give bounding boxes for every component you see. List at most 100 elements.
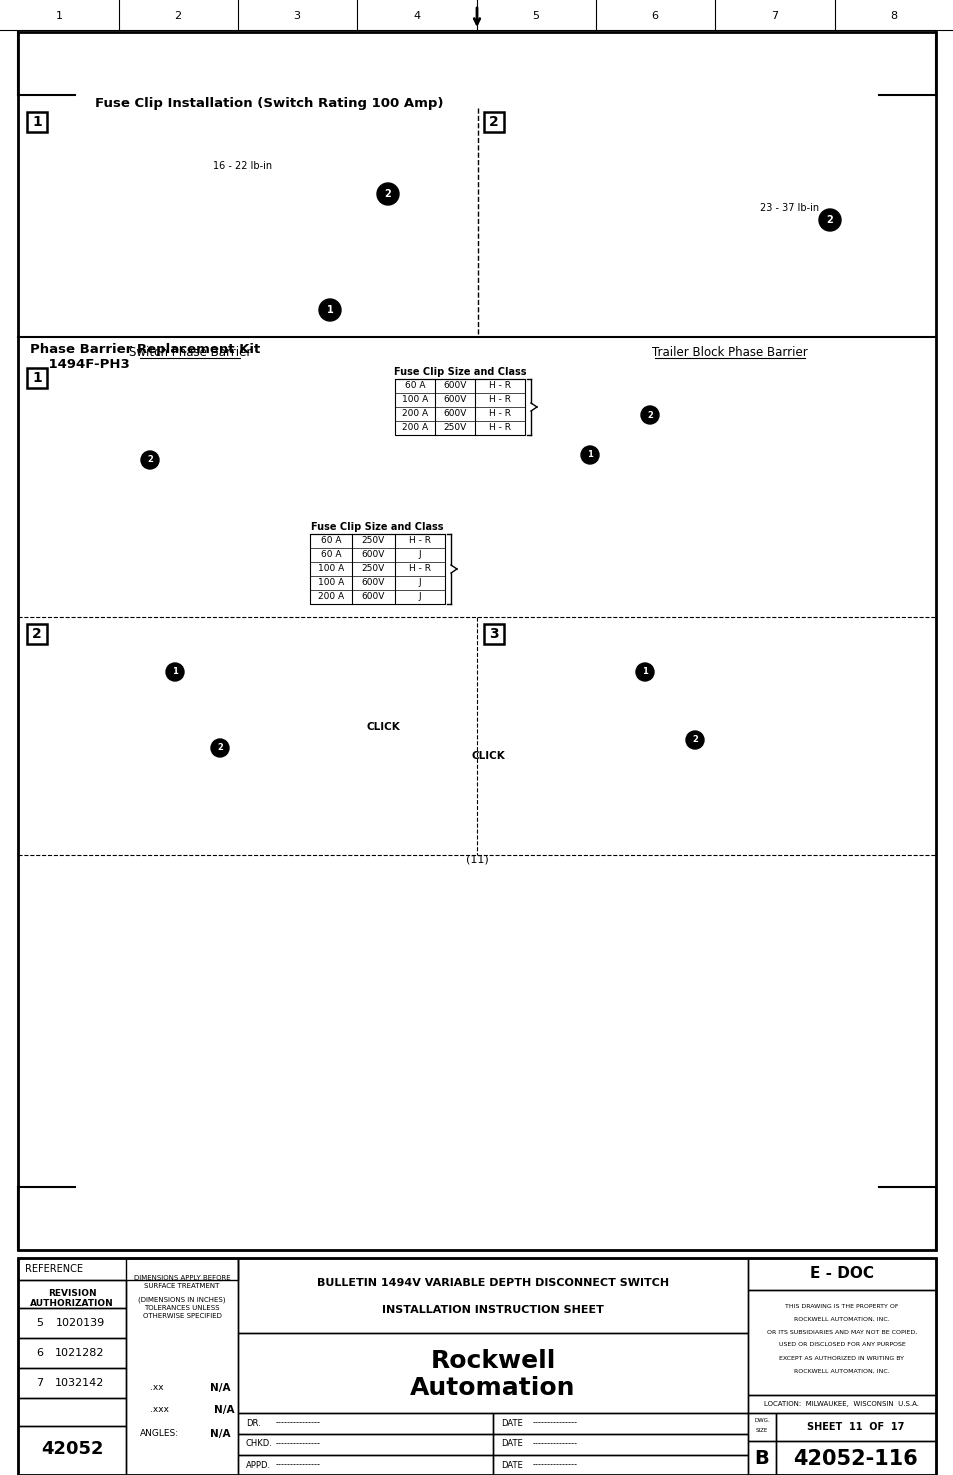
Bar [747,1441,775,1475]
Text: Trailer Block Phase Barrier: Trailer Block Phase Barrier [652,345,807,358]
Text: 60 A: 60 A [404,382,425,391]
Text: DATE: DATE [500,1419,522,1428]
Text: Rockwell: Rockwell [430,1350,555,1373]
Text: 600V: 600V [443,395,466,404]
Bar [18,1258,237,1280]
Text: 100 A: 100 A [317,578,344,587]
Text: SURFACE TREATMENT: SURFACE TREATMENT [144,1283,219,1289]
Text: N/A: N/A [210,1429,231,1440]
Text: 600V: 600V [443,382,466,391]
Text: B: B [754,1448,768,1468]
Bar [18,1258,935,1475]
Circle shape [166,662,184,681]
Bar [493,1454,747,1475]
Text: H - R: H - R [489,410,511,419]
Text: REFERENCE: REFERENCE [25,1264,83,1274]
Text: 2: 2 [147,456,152,465]
Text: 5: 5 [36,1319,44,1328]
Bar [775,1413,935,1441]
Circle shape [636,662,654,681]
Text: J: J [418,550,421,559]
Text: 6: 6 [36,1348,44,1358]
Bar [395,379,524,435]
Bar [27,624,47,645]
Text: INSTALLATION INSTRUCTION SHEET: INSTALLATION INSTRUCTION SHEET [381,1305,603,1316]
Bar [126,1258,237,1475]
Circle shape [640,406,659,423]
Text: 250V: 250V [361,565,384,574]
Bar [237,1333,747,1413]
Text: ROCKWELL AUTOMATION, INC.: ROCKWELL AUTOMATION, INC. [793,1317,889,1322]
Text: 3: 3 [294,10,300,21]
Text: 8: 8 [889,10,897,21]
Text: 200 A: 200 A [317,593,344,602]
Text: 2: 2 [489,115,498,128]
Circle shape [211,739,229,757]
Text: 600V: 600V [361,578,384,587]
Text: .xxx: .xxx [150,1406,169,1415]
Text: 42052: 42052 [41,1440,103,1457]
Text: 60 A: 60 A [320,550,341,559]
Text: J: J [418,578,421,587]
Text: 1: 1 [32,372,42,385]
Text: CLICK: CLICK [366,721,399,732]
Bar [18,32,935,1249]
Text: 1: 1 [326,305,333,316]
Bar [483,624,503,645]
Bar [747,1258,935,1291]
Bar [18,1367,126,1398]
Bar [747,1395,935,1413]
Text: SIZE: SIZE [755,1428,767,1432]
Text: Automation: Automation [410,1376,576,1400]
Text: 100 A: 100 A [317,565,344,574]
Text: 6: 6 [651,10,658,21]
Text: OR ITS SUBSIDIARIES AND MAY NOT BE COPIED,: OR ITS SUBSIDIARIES AND MAY NOT BE COPIE… [766,1329,916,1335]
Text: N/A: N/A [213,1406,234,1415]
Text: ---------------: --------------- [533,1419,578,1428]
Text: 2: 2 [646,410,652,419]
Text: (11): (11) [465,855,488,864]
Text: DR.: DR. [246,1419,260,1428]
Text: EXCEPT AS AUTHORIZED IN WRITING BY: EXCEPT AS AUTHORIZED IN WRITING BY [779,1356,903,1360]
Bar [237,1434,493,1454]
Text: .xx: .xx [150,1384,164,1392]
Text: 2: 2 [174,10,181,21]
Circle shape [318,299,340,322]
Text: ROCKWELL AUTOMATION, INC.: ROCKWELL AUTOMATION, INC. [793,1369,889,1373]
Bar [493,1413,747,1434]
Text: 2: 2 [691,736,698,745]
Text: (DIMENSIONS IN INCHES): (DIMENSIONS IN INCHES) [138,1297,226,1304]
Text: ---------------: --------------- [275,1419,320,1428]
Text: TOLERANCES UNLESS: TOLERANCES UNLESS [144,1305,219,1311]
Bar [483,112,503,131]
Bar [237,1413,493,1434]
Bar [18,1280,126,1308]
Bar [18,1398,126,1426]
Circle shape [141,451,159,469]
Bar [747,1291,935,1395]
Circle shape [376,183,398,205]
Text: 16 - 22 lb-in: 16 - 22 lb-in [213,161,272,171]
Bar [27,112,47,131]
Text: LOCATION:  MILWAUKEE,  WISCONSIN  U.S.A.: LOCATION: MILWAUKEE, WISCONSIN U.S.A. [763,1401,919,1407]
Text: 5: 5 [532,10,539,21]
Bar [18,1338,126,1367]
Text: 1: 1 [641,668,647,677]
Text: 1021282: 1021282 [55,1348,105,1358]
Bar [237,1258,747,1333]
Text: H - R: H - R [409,537,431,546]
Text: DATE: DATE [500,1460,522,1469]
Circle shape [818,209,841,232]
Text: 600V: 600V [443,410,466,419]
Bar [747,1413,775,1441]
Text: ---------------: --------------- [533,1460,578,1469]
Bar [237,1454,493,1475]
Text: 23 - 37 lb-in: 23 - 37 lb-in [760,204,819,212]
Text: 1: 1 [172,668,178,677]
Text: AUTHORIZATION: AUTHORIZATION [30,1298,113,1307]
Text: CHKD.: CHKD. [246,1440,273,1448]
Text: 100 A: 100 A [401,395,428,404]
Text: 200 A: 200 A [401,410,428,419]
Text: REVISION: REVISION [48,1289,96,1298]
Text: USED OR DISCLOSED FOR ANY PURPOSE: USED OR DISCLOSED FOR ANY PURPOSE [778,1342,904,1348]
